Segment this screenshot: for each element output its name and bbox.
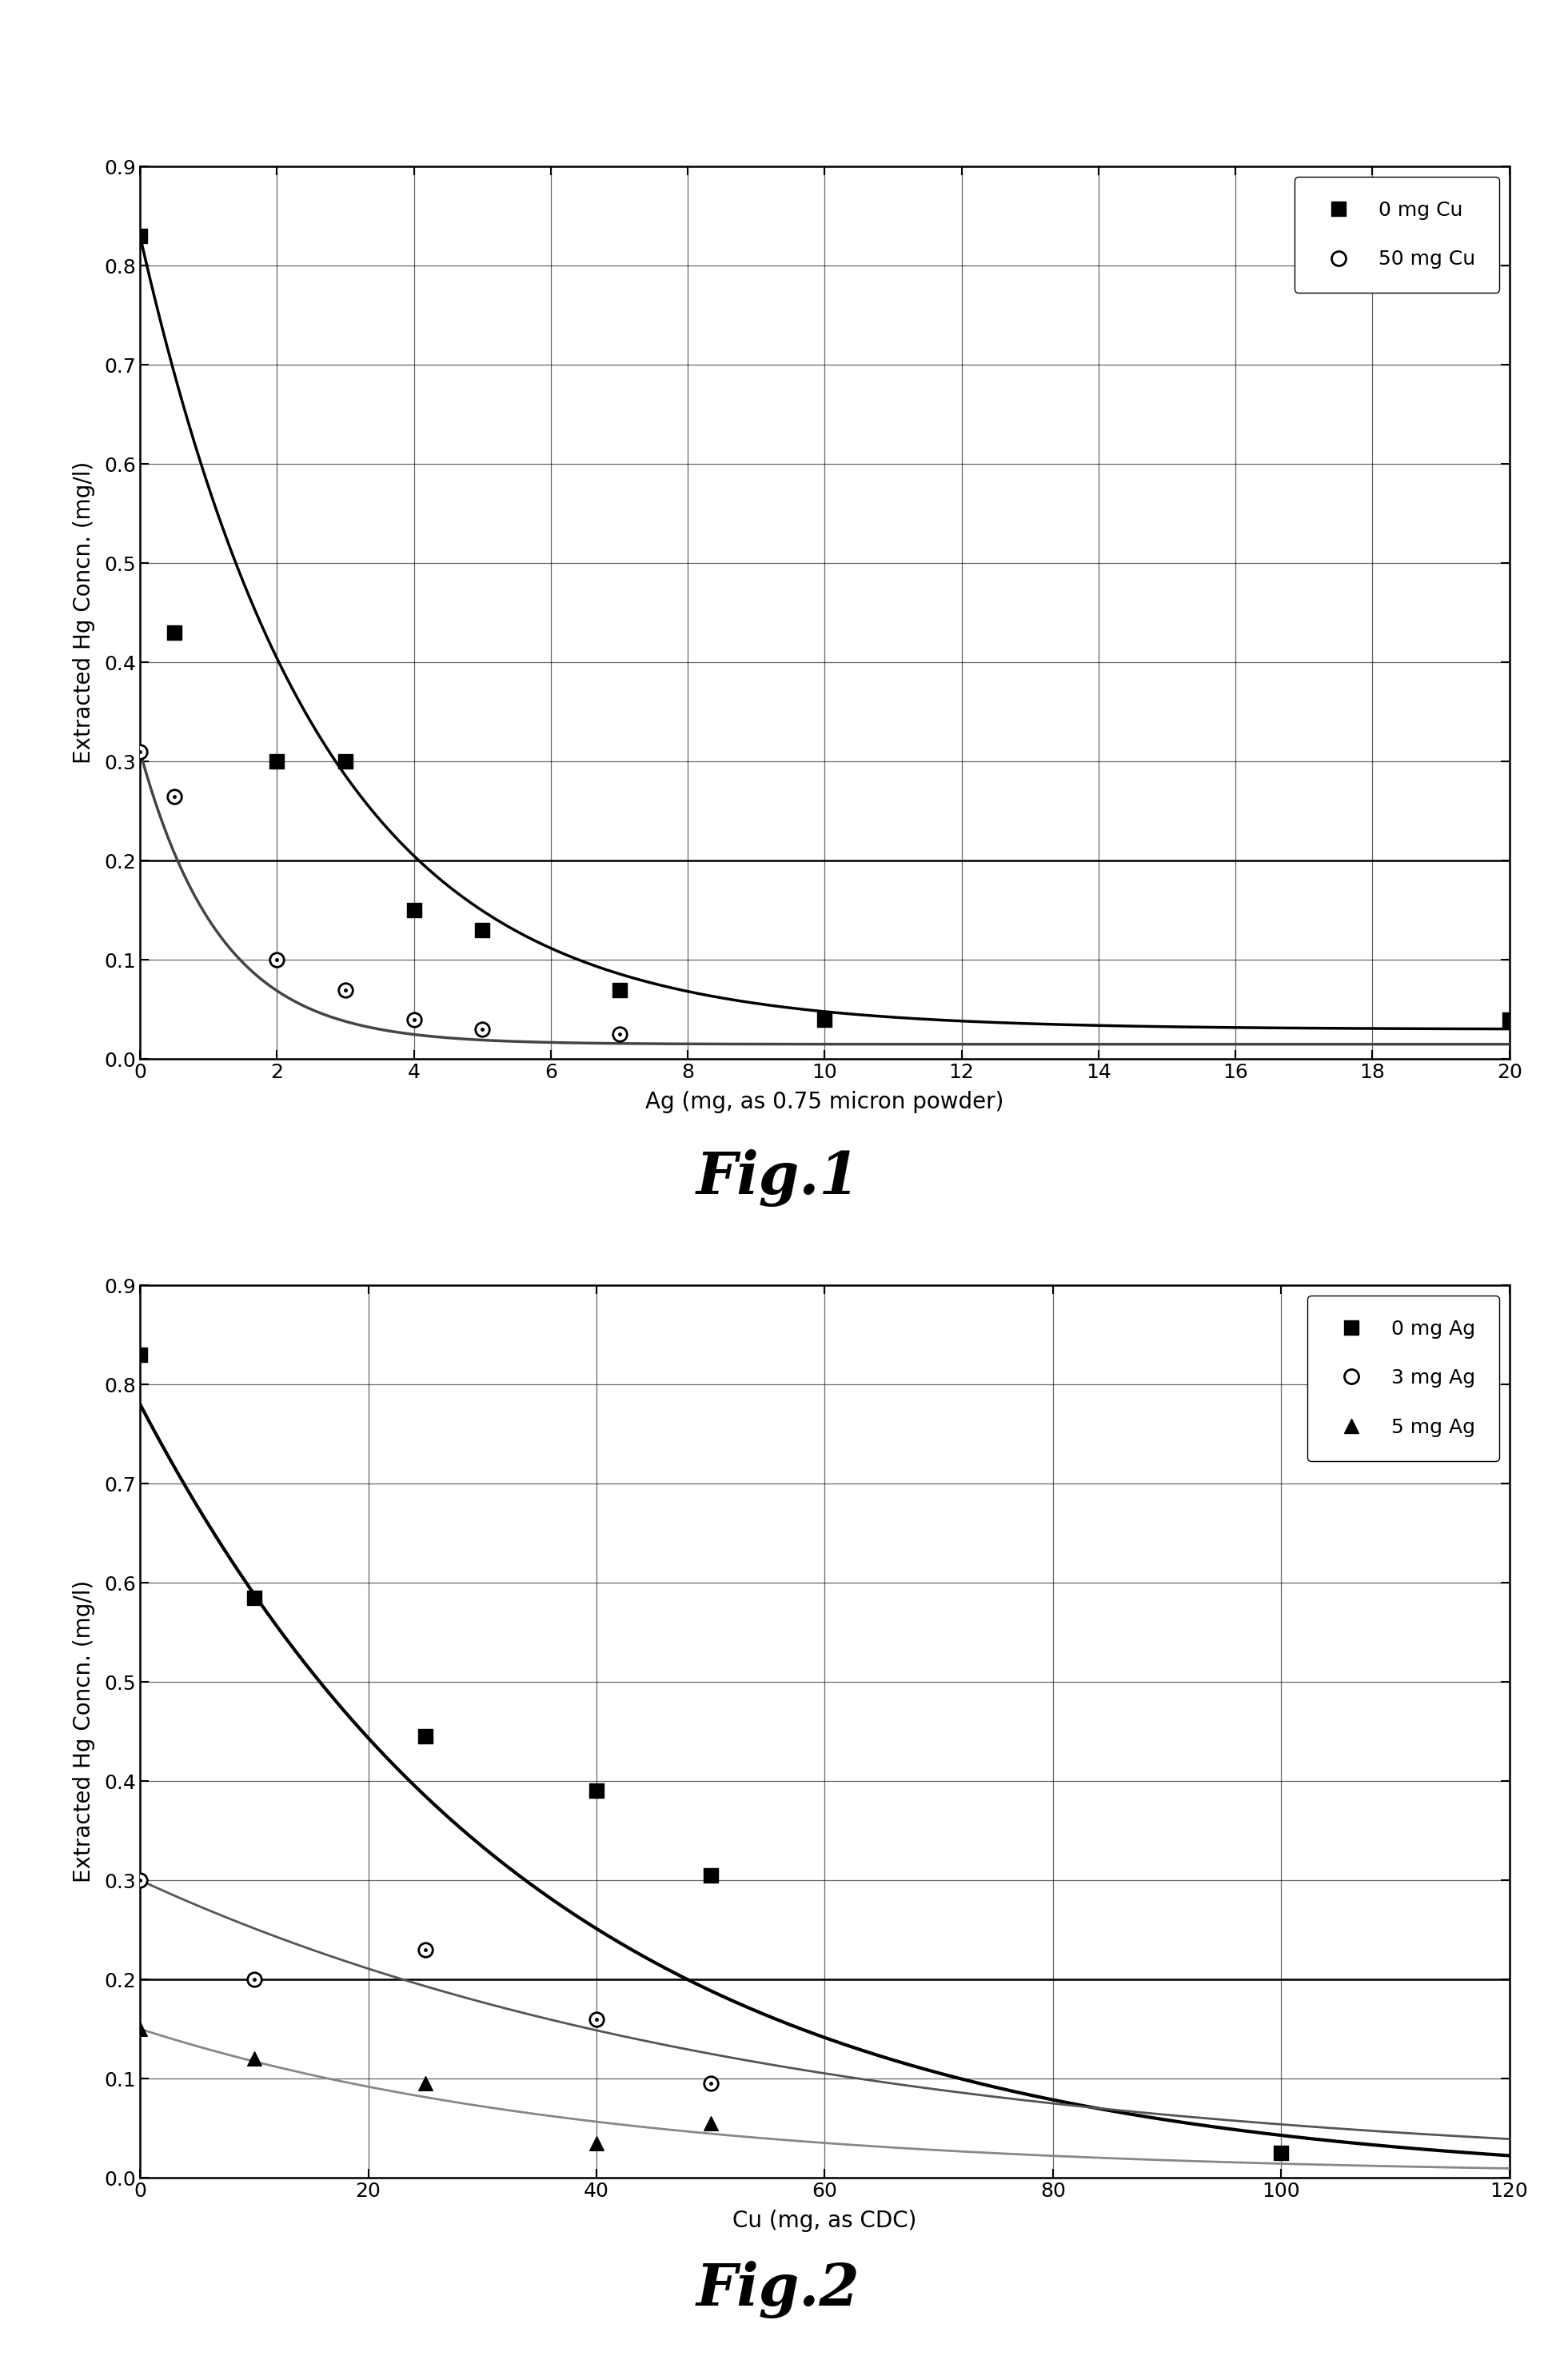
Point: [333, 743, 358, 781]
Point: [128, 733, 152, 771]
Point: [412, 1930, 437, 1968]
Point: [699, 2063, 724, 2102]
Point: [412, 1930, 437, 1968]
Point: [699, 2063, 724, 2102]
Point: [584, 1999, 608, 2037]
Point: [333, 971, 358, 1009]
Y-axis label: Extracted Hg Concn. (mg/l): Extracted Hg Concn. (mg/l): [73, 462, 95, 764]
X-axis label: Ag (mg, as 0.75 micron powder): Ag (mg, as 0.75 micron powder): [646, 1090, 1004, 1114]
Point: [812, 1000, 837, 1038]
Point: [607, 971, 632, 1009]
Point: [412, 2063, 437, 2102]
Point: [128, 217, 152, 255]
Point: [128, 1861, 152, 1899]
X-axis label: Cu (mg, as CDC): Cu (mg, as CDC): [733, 2209, 916, 2232]
Point: [162, 778, 187, 816]
Point: [128, 733, 152, 771]
Point: [265, 940, 289, 978]
Point: [699, 2104, 724, 2142]
Y-axis label: Extracted Hg Concn. (mg/l): Extracted Hg Concn. (mg/l): [73, 1580, 95, 1883]
Point: [584, 1999, 608, 2037]
Point: [241, 2040, 266, 2078]
Point: [241, 1961, 266, 1999]
Point: [401, 890, 426, 928]
Legend: 0 mg Cu, 50 mg Cu: 0 mg Cu, 50 mg Cu: [1295, 176, 1500, 293]
Point: [1268, 2135, 1293, 2173]
Point: [699, 1856, 724, 1894]
Point: [584, 1771, 608, 1809]
Point: [1497, 1000, 1522, 1038]
Text: Fig.2: Fig.2: [696, 2261, 860, 2318]
Legend: 0 mg Ag, 3 mg Ag, 5 mg Ag: 0 mg Ag, 3 mg Ag, 5 mg Ag: [1307, 1295, 1500, 1461]
Point: [241, 1578, 266, 1616]
Text: Fig.1: Fig.1: [696, 1150, 860, 1207]
Point: [470, 1009, 495, 1047]
Point: [401, 1000, 426, 1038]
Point: [607, 1016, 632, 1054]
Point: [128, 1335, 152, 1373]
Point: [470, 912, 495, 950]
Point: [607, 1016, 632, 1054]
Point: [412, 1718, 437, 1756]
Point: [265, 743, 289, 781]
Point: [401, 1000, 426, 1038]
Point: [584, 2123, 608, 2161]
Point: [162, 778, 187, 816]
Point: [128, 2009, 152, 2047]
Point: [333, 971, 358, 1009]
Point: [470, 1009, 495, 1047]
Point: [265, 940, 289, 978]
Point: [241, 1961, 266, 1999]
Point: [128, 1861, 152, 1899]
Point: [162, 614, 187, 652]
